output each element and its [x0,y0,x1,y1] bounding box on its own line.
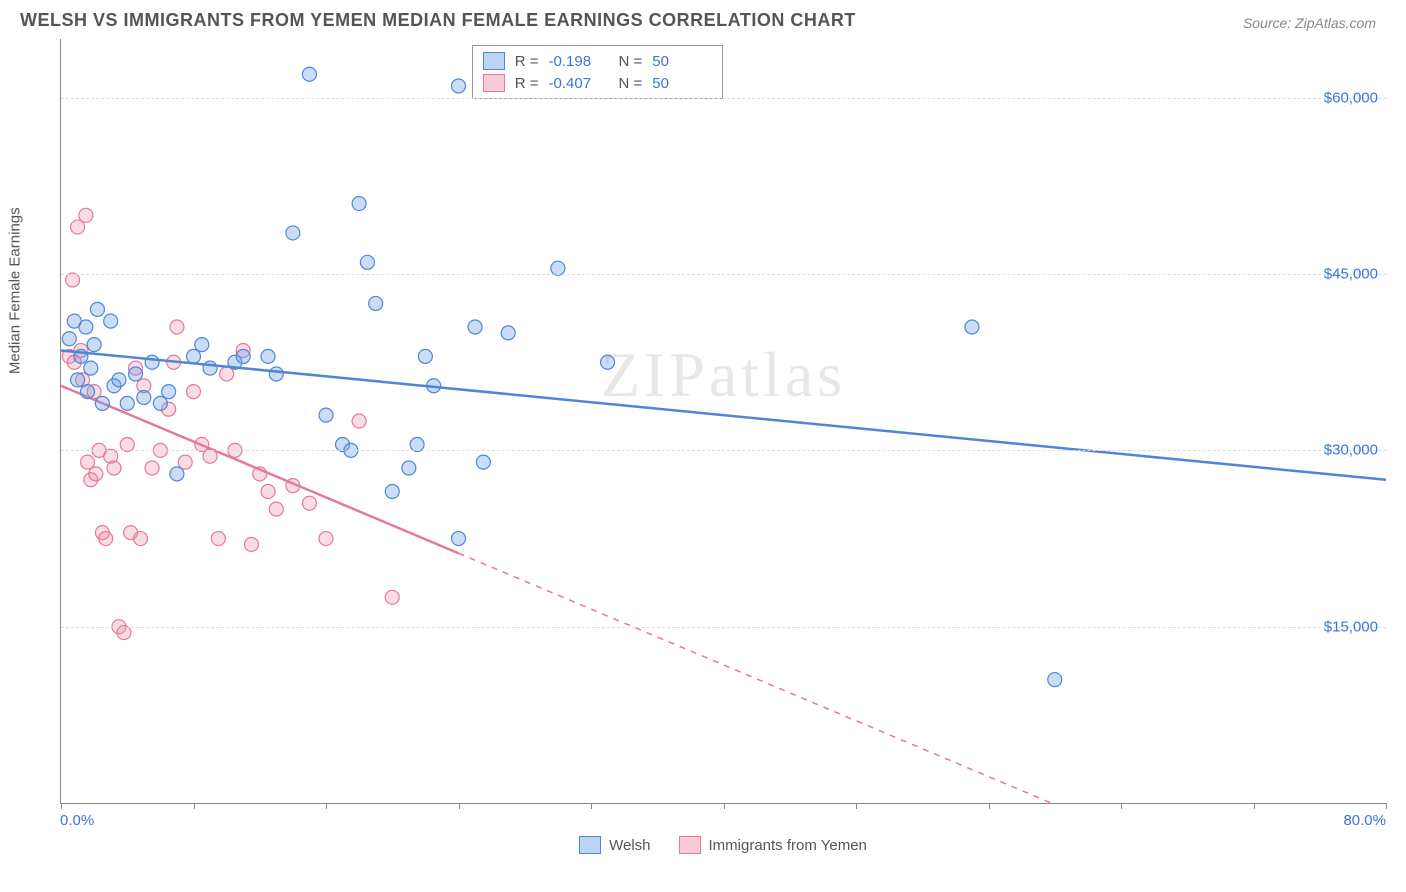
x-axis-labels: 0.0% 80.0% [60,809,1386,829]
r-label: R = [515,75,539,92]
data-point [120,396,134,410]
data-point [137,390,151,404]
data-point [81,455,95,469]
data-point [90,302,104,316]
data-point [360,255,374,269]
chart-source: Source: ZipAtlas.com [1243,15,1376,31]
data-point [369,296,383,310]
chart-svg [61,39,1386,803]
data-point [79,320,93,334]
data-point [89,467,103,481]
data-point [107,461,121,475]
data-point [352,414,366,428]
data-point [319,532,333,546]
data-point [269,367,283,381]
data-point [211,532,225,546]
data-point [286,226,300,240]
chart-header: WELSH VS IMMIGRANTS FROM YEMEN MEDIAN FE… [20,10,1386,31]
data-point [112,373,126,387]
data-point [170,320,184,334]
data-point [501,326,515,340]
data-point [145,355,159,369]
data-point [269,502,283,516]
data-point [104,314,118,328]
y-tick-label: $30,000 [1324,442,1378,459]
swatch-blue-icon [483,52,505,70]
data-point [87,338,101,352]
x-axis-max-label: 80.0% [1343,812,1386,829]
legend-row-pink: R = -0.407 N = 50 [483,72,713,94]
r-value-pink: -0.407 [549,75,609,92]
r-label: R = [515,53,539,70]
data-point [385,590,399,604]
data-point [1048,673,1062,687]
data-point [452,532,466,546]
swatch-blue-icon [579,836,601,854]
data-point [418,349,432,363]
legend-item-blue: Welsh [579,836,650,854]
y-tick-label: $15,000 [1324,618,1378,635]
data-point [220,367,234,381]
data-point [187,349,201,363]
swatch-pink-icon [679,836,701,854]
data-point [302,496,316,510]
n-value-blue: 50 [652,53,712,70]
data-point [261,485,275,499]
data-point [170,467,184,481]
y-tick-label: $45,000 [1324,266,1378,283]
n-label: N = [619,75,643,92]
data-point [302,67,316,81]
n-label: N = [619,53,643,70]
data-point [178,455,192,469]
data-point [244,537,258,551]
data-point [129,367,143,381]
data-point [62,332,76,346]
trend-line [61,350,1386,479]
data-point [71,220,85,234]
data-point [79,208,93,222]
chart-container: Median Female Earnings ZIPatlas R = -0.1… [20,39,1386,859]
data-point [162,385,176,399]
data-point [145,461,159,475]
data-point [99,532,113,546]
y-tick-label: $60,000 [1324,89,1378,106]
legend-label-blue: Welsh [609,837,650,854]
data-point [81,385,95,399]
data-point [84,361,98,375]
legend-row-blue: R = -0.198 N = 50 [483,50,713,72]
data-point [452,79,466,93]
correlation-legend: R = -0.198 N = 50 R = -0.407 N = 50 [472,45,724,99]
data-point [402,461,416,475]
data-point [601,355,615,369]
data-point [134,532,148,546]
data-point [153,396,167,410]
plot-area: ZIPatlas R = -0.198 N = 50 R = -0.407 N … [60,39,1386,804]
n-value-pink: 50 [652,75,712,92]
data-point [95,396,109,410]
legend-label-pink: Immigrants from Yemen [709,837,867,854]
x-axis-min-label: 0.0% [60,812,94,829]
r-value-blue: -0.198 [549,53,609,70]
chart-title: WELSH VS IMMIGRANTS FROM YEMEN MEDIAN FE… [20,10,856,31]
swatch-pink-icon [483,74,505,92]
data-point [476,455,490,469]
legend-item-pink: Immigrants from Yemen [679,836,867,854]
y-axis-label: Median Female Earnings [7,207,24,374]
data-point [385,485,399,499]
data-point [71,373,85,387]
data-point [195,338,209,352]
data-point [468,320,482,334]
data-point [236,349,250,363]
data-point [203,361,217,375]
data-point [352,197,366,211]
data-point [261,349,275,363]
data-point [965,320,979,334]
data-point [319,408,333,422]
trend-line-dashed [459,553,1052,803]
series-legend: Welsh Immigrants from Yemen [60,831,1386,859]
data-point [187,385,201,399]
